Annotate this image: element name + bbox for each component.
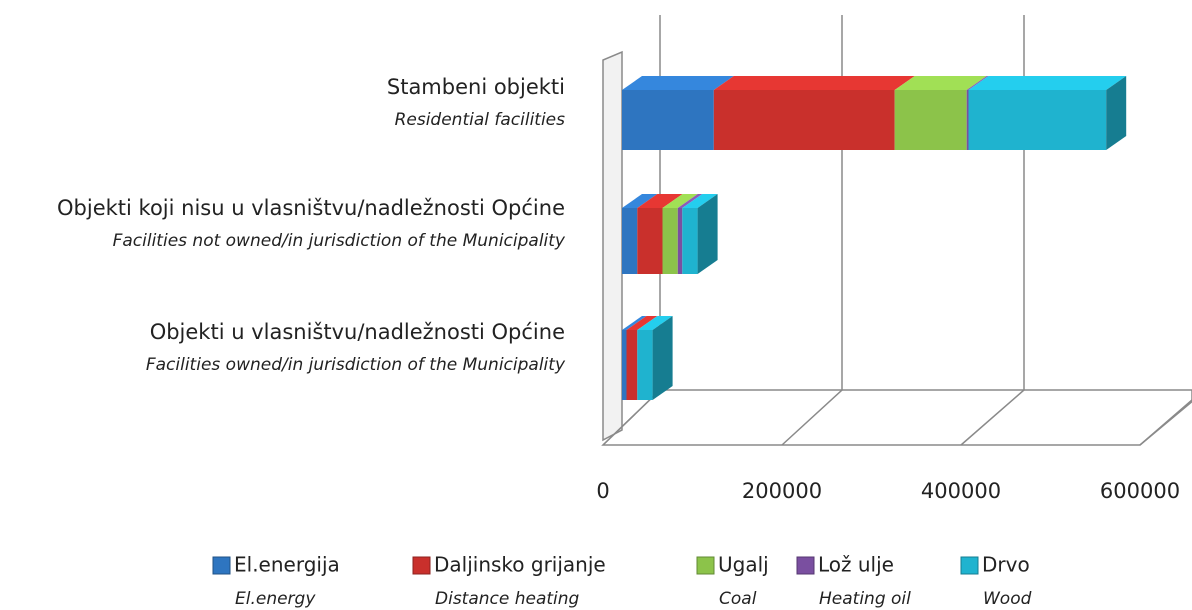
- legend-label: Lož ulje: [818, 553, 894, 577]
- legend-swatch: [960, 556, 979, 575]
- bar: [622, 90, 714, 150]
- legend-label-en: Heating oil: [819, 589, 911, 609]
- legend-label-en: Coal: [719, 589, 757, 609]
- legend-label: Daljinsko grijanje: [434, 553, 606, 577]
- bar-top: [622, 194, 658, 208]
- bar: [626, 330, 638, 400]
- side-wall: [602, 50, 623, 442]
- bar: [637, 330, 653, 400]
- legend-label-en: Distance heating: [435, 589, 580, 609]
- bar-top: [894, 76, 987, 90]
- legend-swatch: [696, 556, 715, 575]
- bar-top: [662, 194, 698, 208]
- legend-swatch: [212, 556, 231, 575]
- bar-top: [968, 76, 1127, 90]
- bar: [682, 208, 698, 274]
- bar: [622, 330, 627, 400]
- bar-top: [966, 76, 989, 90]
- bar-top: [682, 194, 718, 208]
- legend-label-en: Wood: [983, 589, 1032, 609]
- bar-top: [637, 194, 683, 208]
- bar: [713, 90, 895, 150]
- legend-label-en: El.energy: [235, 589, 316, 609]
- bar: [662, 208, 678, 274]
- bar: [677, 208, 683, 274]
- legend-swatch: [796, 556, 815, 575]
- bar-top: [637, 316, 673, 330]
- bar: [894, 90, 967, 150]
- legend-label: El.energija: [234, 553, 340, 577]
- x-tick-label: 400000: [921, 479, 1001, 503]
- bar: [637, 208, 663, 274]
- bar-side: [1106, 76, 1127, 150]
- legend-swatch: [412, 556, 431, 575]
- category-label-en: Facilities owned/in jurisdiction of the …: [146, 355, 566, 375]
- floor: [601, 389, 1192, 446]
- bar-top: [622, 76, 734, 90]
- bar-top: [626, 316, 658, 330]
- bar-top: [622, 316, 647, 330]
- bar-side: [652, 316, 673, 400]
- grid-line: [1139, 400, 1192, 446]
- bar-top: [677, 194, 703, 208]
- category-label: Stambeni objekti: [387, 75, 565, 99]
- x-tick-label: 200000: [742, 479, 822, 503]
- legend-label: Ugalj: [718, 553, 769, 577]
- x-tick-label: 0: [596, 479, 609, 503]
- bar-side: [697, 194, 718, 274]
- x-tick-label: 600000: [1100, 479, 1180, 503]
- category-label: Objekti koji nisu u vlasništvu/nadležnos…: [57, 196, 565, 220]
- bar-top: [713, 76, 915, 90]
- category-label: Objekti u vlasništvu/nadležnosti Općine: [150, 320, 565, 344]
- bar: [968, 90, 1107, 150]
- legend-label: Drvo: [982, 553, 1030, 577]
- category-label-en: Residential facilities: [395, 110, 566, 130]
- bar: [966, 90, 969, 150]
- bar: [622, 208, 638, 274]
- category-label-en: Facilities not owned/in jurisdiction of …: [113, 231, 566, 251]
